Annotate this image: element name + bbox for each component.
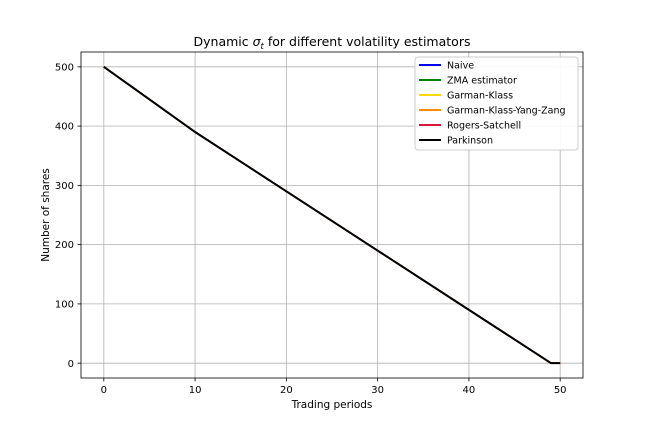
legend-box <box>414 56 579 151</box>
x-tick-label: 0 <box>101 385 107 396</box>
y-tick-label: 500 <box>55 62 74 73</box>
y-tick-label: 300 <box>55 181 74 192</box>
x-axis-label: Trading periods <box>291 399 373 411</box>
legend-label: Naive <box>447 61 474 72</box>
legend: Naive ZMA estimator Garman-Klass Garman-Kla… <box>414 56 579 151</box>
chart-title: Dynamic σt for different volatility esti… <box>194 34 471 52</box>
x-tick-label: 10 <box>189 385 202 396</box>
legend-label: Parkinson <box>447 136 493 147</box>
x-tick-label: 50 <box>554 385 567 396</box>
y-tick-label: 400 <box>55 122 74 133</box>
y-tick-label: 200 <box>55 240 74 251</box>
x-tick-label: 20 <box>280 385 293 396</box>
legend-label: Rogers-Satchell <box>447 121 521 132</box>
x-tick-label: 30 <box>371 385 384 396</box>
plot-frame <box>80 51 584 379</box>
y-tick-label: 100 <box>55 300 74 311</box>
y-axis-label: Number of shares <box>40 168 52 262</box>
legend-label: Garman-Klass-Yang-Zang <box>447 106 566 117</box>
legend-label: Garman-Klass <box>447 91 513 102</box>
legend-label: ZMA estimator <box>447 76 517 87</box>
x-tick-label: 40 <box>463 385 476 396</box>
y-tick-label: 0 <box>68 359 74 370</box>
plot-lines <box>103 66 561 365</box>
series-line-6 <box>103 66 561 365</box>
